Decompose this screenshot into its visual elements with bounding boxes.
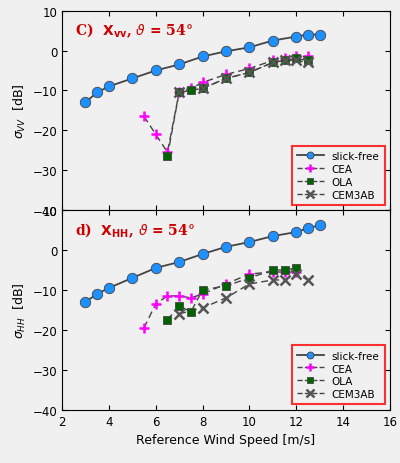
- Legend: slick-free, CEA, OLA, CEM3AB: slick-free, CEA, OLA, CEM3AB: [292, 146, 385, 206]
- Y-axis label: $\sigma_{HH}$  [dB]: $\sigma_{HH}$ [dB]: [12, 282, 28, 338]
- Y-axis label: $\sigma_{VV}$  [dB]: $\sigma_{VV}$ [dB]: [12, 83, 28, 139]
- X-axis label: Reference Wind Speed [m/s]: Reference Wind Speed [m/s]: [136, 433, 316, 446]
- Text: d)  $\mathbf{X_{HH}}$, $\mathit{\vartheta}$ = 54°: d) $\mathbf{X_{HH}}$, $\mathit{\vartheta…: [75, 221, 195, 239]
- Legend: slick-free, CEA, OLA, CEM3AB: slick-free, CEA, OLA, CEM3AB: [292, 345, 385, 405]
- Text: C)  $\mathbf{X_{vv}}$, $\mathit{\vartheta}$ = 54°: C) $\mathbf{X_{vv}}$, $\mathit{\vartheta…: [75, 21, 193, 40]
